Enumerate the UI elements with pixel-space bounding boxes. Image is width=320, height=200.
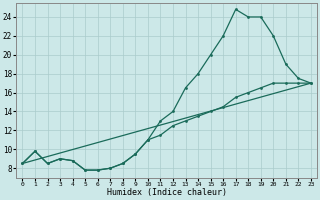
X-axis label: Humidex (Indice chaleur): Humidex (Indice chaleur)	[107, 188, 227, 197]
